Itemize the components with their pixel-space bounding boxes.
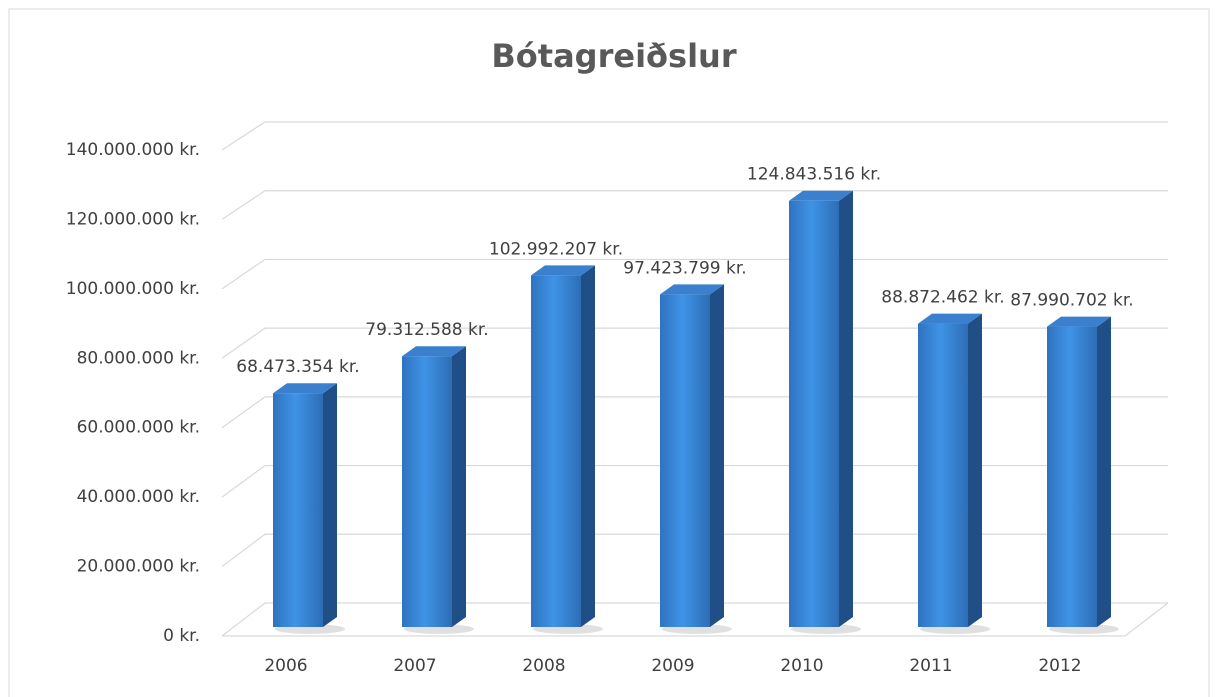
x-tick-label: 2011 [909,656,952,676]
bar-top [918,313,982,324]
bar [531,275,581,627]
y-tick-label: 100.000.000 kr. [66,279,200,299]
y-tick-label: 40.000.000 kr. [77,487,200,507]
bar-side [452,346,466,627]
grid-line [221,602,1168,637]
bar-top [273,383,337,394]
grid-line [221,396,1168,429]
y-tick-label: 120.000.000 kr. [66,209,200,229]
bar [402,356,452,627]
y-tick-label: 20.000.000 kr. [77,557,200,577]
bar-top [402,346,466,357]
bar-side [323,383,337,627]
grid-line [221,121,1168,151]
y-tick-label: 80.000.000 kr. [77,348,200,368]
chart-title: Bótagreiðslur [491,37,736,75]
data-label: 68.473.354 kr. [236,357,359,377]
data-label: 102.992.207 kr. [489,239,623,259]
x-tick-label: 2007 [393,656,436,676]
bar [660,294,710,627]
y-tick-label: 140.000.000 kr. [66,140,200,160]
x-tick-label: 2008 [522,656,565,676]
y-tick-label: 0 kr. [163,626,200,646]
bar-side [710,284,724,627]
bar-top [789,190,853,201]
chart-border [8,8,1210,697]
bar-top [531,265,595,276]
data-label: 79.312.588 kr. [365,320,488,340]
data-label: 88.872.462 kr. [881,288,1004,308]
x-tick-label: 2009 [651,656,694,676]
x-tick-label: 2006 [264,656,307,676]
grid-line [221,190,1168,220]
bar [918,323,968,627]
grid-line [221,327,1168,359]
data-label: 97.423.799 kr. [623,258,746,278]
bar-top [660,284,724,295]
x-tick-label: 2010 [780,656,823,676]
bar [273,393,323,627]
bar-side [839,190,853,627]
bar-top [1047,316,1111,327]
grid-line [221,533,1168,568]
bar [789,200,839,627]
grid-line [221,464,1168,498]
bar [1047,326,1097,627]
bar-side [1097,316,1111,627]
bar-side [581,265,595,627]
bar-side [968,313,982,627]
y-tick-label: 60.000.000 kr. [77,418,200,438]
floor-edge [1124,602,1169,637]
grid-line [221,258,1168,290]
x-tick-label: 2012 [1038,656,1081,676]
data-label: 124.843.516 kr. [747,165,881,185]
data-label: 87.990.702 kr. [1010,291,1133,311]
